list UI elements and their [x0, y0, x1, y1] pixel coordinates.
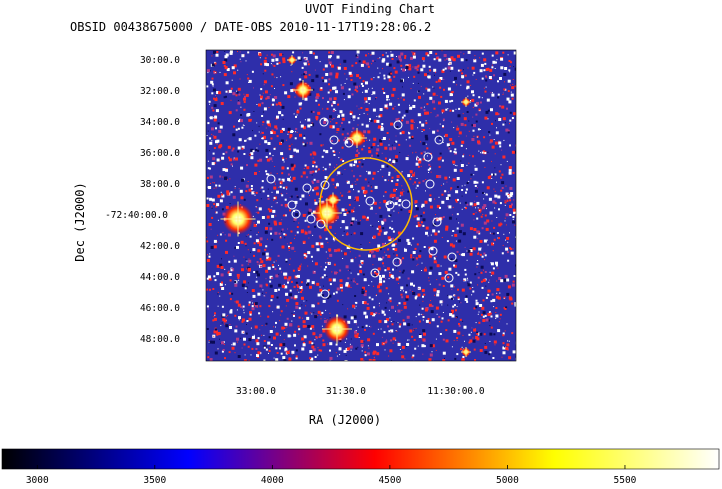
source-marker — [401, 199, 411, 209]
y-tick-label: 44:00.0 — [140, 272, 180, 283]
y-tick-label: -72:40:00.0 — [105, 210, 168, 221]
colorbar — [1, 448, 720, 470]
y-tick-label: 38:00.0 — [140, 179, 180, 190]
colorbar-tick-label: 5500 — [614, 475, 637, 486]
source-marker — [393, 120, 403, 130]
x-axis-label: RA (J2000) — [309, 413, 381, 427]
chart-title: UVOT Finding Chart — [305, 2, 435, 16]
y-tick-label: 32:00.0 — [140, 86, 180, 97]
y-tick-label: 30:00.0 — [140, 55, 180, 66]
colorbar-tick-label: 4500 — [378, 475, 401, 486]
chart-subtitle: OBSID 00438675000 / DATE-OBS 2010-11-17T… — [70, 20, 431, 34]
x-tick-label: 33:00.0 — [236, 386, 276, 397]
colorbar-tick-label: 3500 — [143, 475, 166, 486]
source-marker — [365, 196, 375, 206]
colorbar-tick-label: 5000 — [496, 475, 519, 486]
source-marker — [320, 180, 330, 190]
source-marker — [302, 183, 312, 193]
source-marker — [370, 268, 380, 278]
source-marker — [316, 219, 326, 229]
source-marker — [385, 200, 395, 210]
y-tick-label: 46:00.0 — [140, 303, 180, 314]
colorbar-tick-label: 4000 — [261, 475, 284, 486]
source-marker — [428, 246, 438, 256]
source-marker — [447, 252, 457, 262]
source-marker — [432, 217, 442, 227]
y-tick-label: 36:00.0 — [140, 148, 180, 159]
colorbar-ticks: 3000 3500 4000 4500 5000 5500 — [26, 465, 637, 486]
source-marker — [306, 214, 316, 224]
y-tick-label: 42:00.0 — [140, 241, 180, 252]
x-tick-label: 11:30:00.0 — [427, 386, 484, 397]
source-marker — [287, 200, 297, 210]
y-tick-label: 48:00.0 — [140, 334, 180, 345]
source-marker — [444, 273, 454, 283]
y-tick-label: 34:00.0 — [140, 117, 180, 128]
source-marker — [392, 257, 402, 267]
error-circle — [319, 157, 413, 251]
y-axis-label: Dec (J2000) — [73, 182, 87, 261]
source-marker — [319, 117, 329, 127]
y-axis-ticks: 30:00.0 32:00.0 34:00.0 36:00.0 38:00.0 -72:4… — [105, 55, 180, 345]
sky-image — [206, 50, 516, 361]
source-marker — [266, 174, 276, 184]
source-marker — [291, 209, 301, 219]
source-marker — [329, 135, 339, 145]
source-marker — [320, 289, 330, 299]
image-frame — [205, 49, 517, 362]
colorbar-tick-label: 3000 — [26, 475, 49, 486]
x-axis-ticks: 33:00.0 31:30.0 11:30:00.0 — [236, 386, 485, 397]
source-marker — [423, 152, 433, 162]
source-marker — [425, 179, 435, 189]
source-marker — [434, 135, 444, 145]
source-marker — [344, 138, 354, 148]
source-markers — [266, 117, 457, 299]
x-tick-label: 31:30.0 — [326, 386, 366, 397]
